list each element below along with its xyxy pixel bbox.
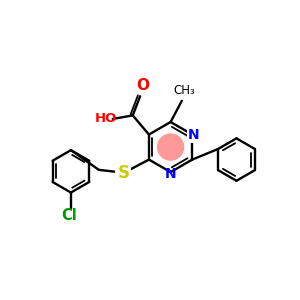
Text: O: O (136, 78, 149, 93)
Text: HO: HO (95, 112, 117, 125)
Text: Cl: Cl (61, 208, 77, 223)
Circle shape (158, 134, 184, 160)
Text: S: S (117, 164, 129, 182)
Text: CH₃: CH₃ (173, 84, 195, 97)
Text: N: N (165, 167, 176, 181)
Text: N: N (188, 128, 200, 142)
